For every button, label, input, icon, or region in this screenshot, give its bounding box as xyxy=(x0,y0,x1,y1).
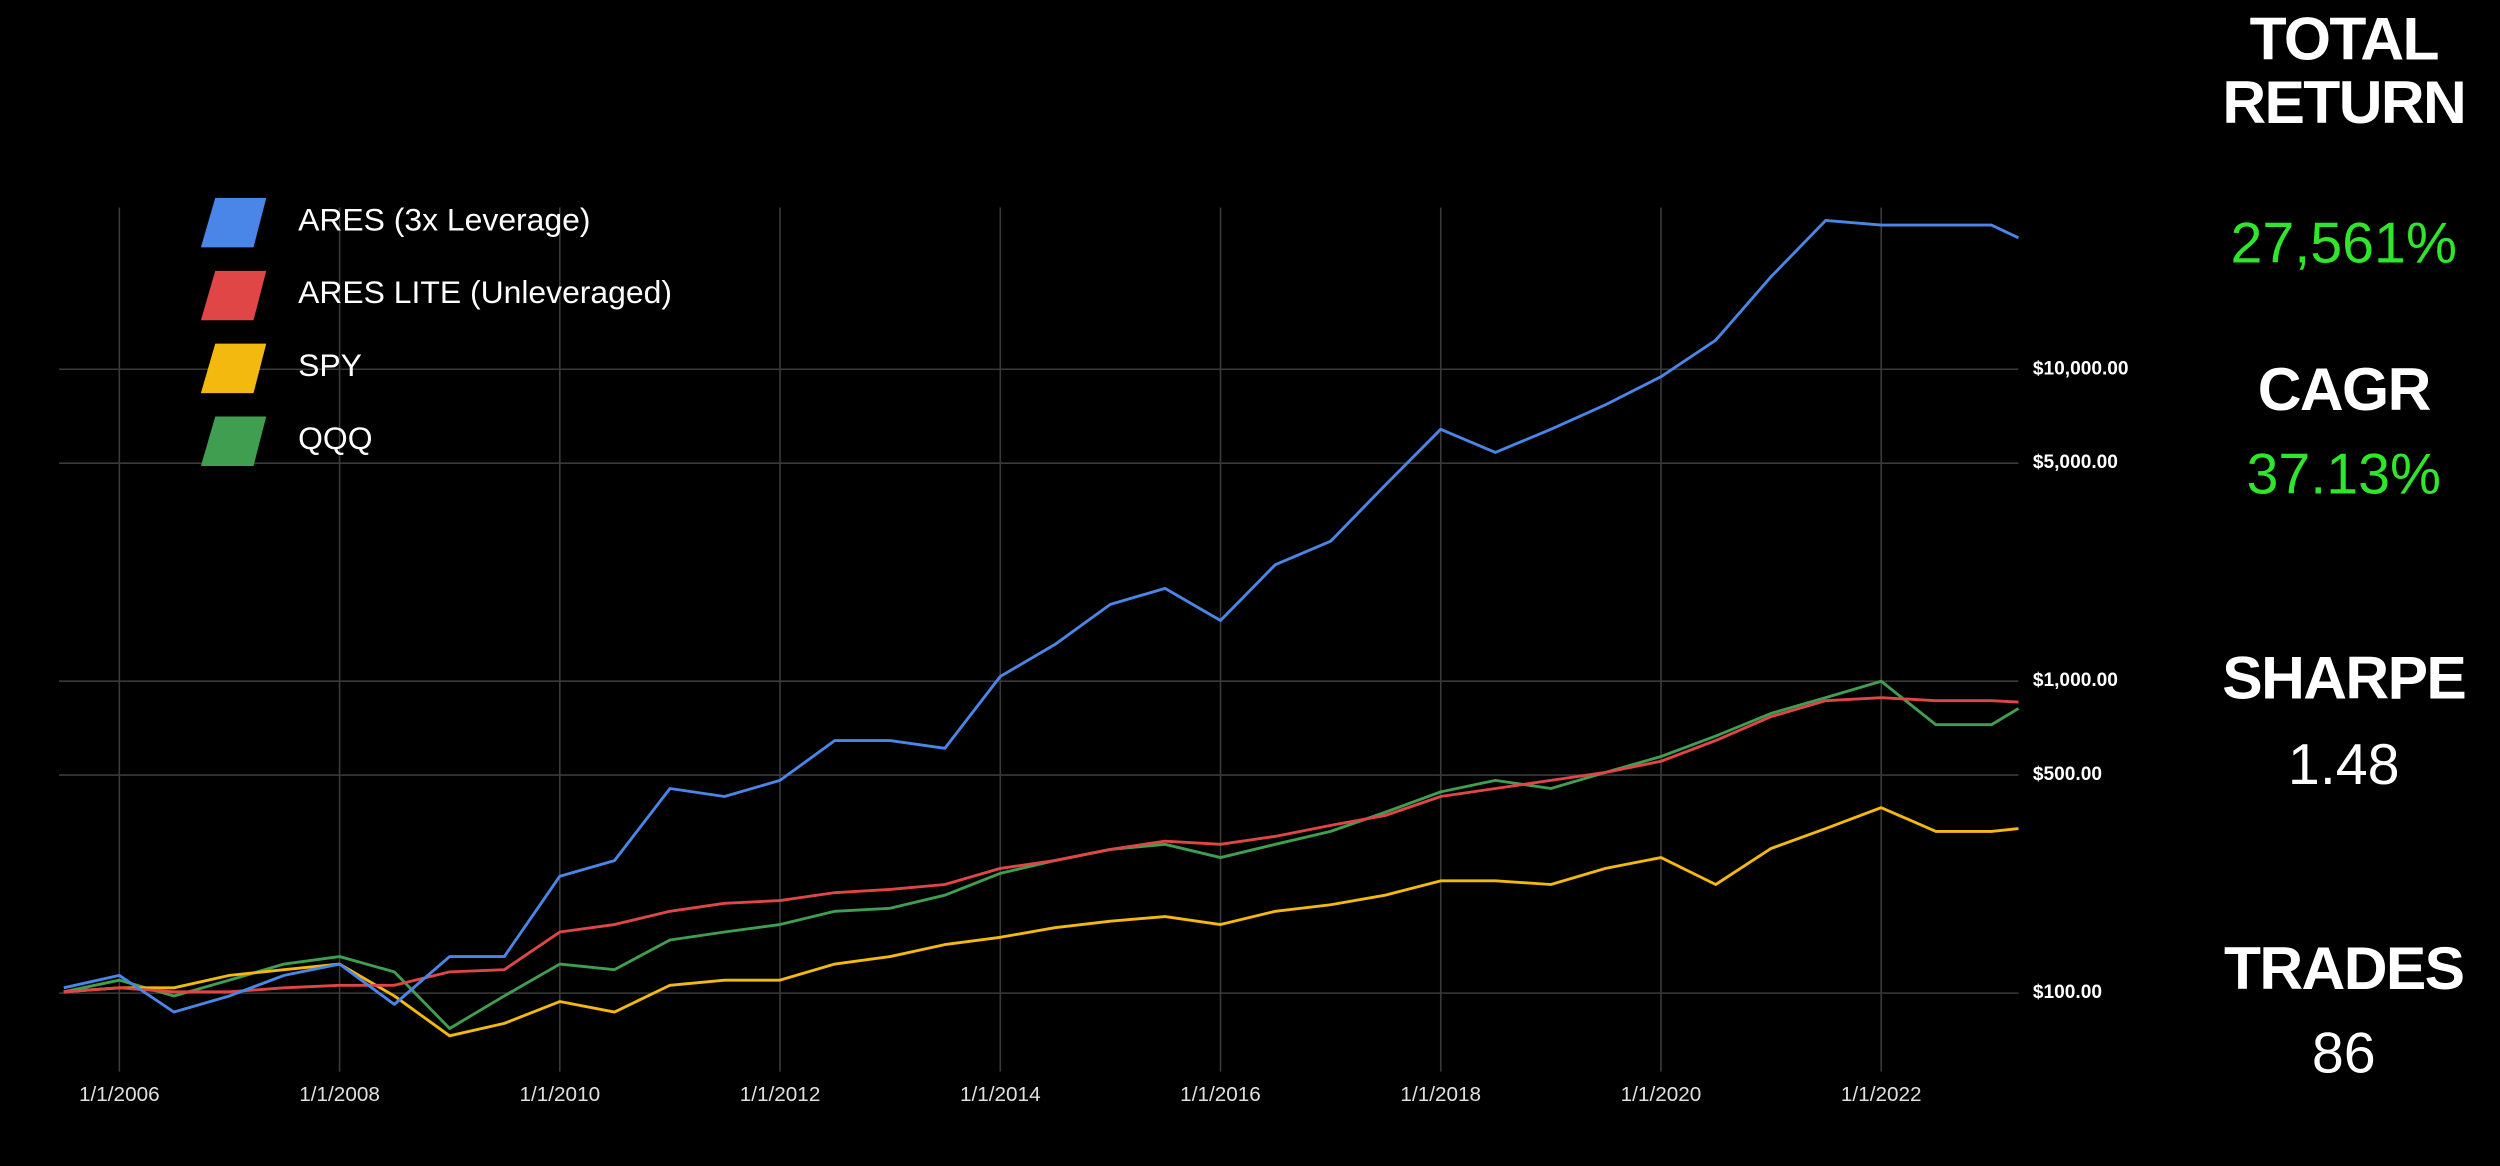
x-tick-label: 1/1/2020 xyxy=(1621,1083,1702,1106)
legend-swatch xyxy=(200,197,267,248)
x-tick-label: 1/1/2012 xyxy=(740,1083,821,1106)
stat-label: RETURN xyxy=(2222,68,2465,136)
y-tick-label: $1,000.00 xyxy=(2033,670,2118,691)
x-tick-label: 1/1/2010 xyxy=(519,1083,600,1106)
data-line xyxy=(63,696,2019,994)
stat-label: TOTAL xyxy=(2250,4,2439,72)
stat-value: 37.13% xyxy=(2246,443,2441,507)
stat-label: SHARPE xyxy=(2222,644,2465,712)
legend-swatch xyxy=(200,416,267,466)
y-tick-label: $10,000.00 xyxy=(2033,358,2129,379)
data-line xyxy=(63,806,2019,1038)
stat-value: 27,561% xyxy=(2230,212,2457,276)
legend-label: ARES (3x Leverage) xyxy=(298,201,590,237)
legend-label: QQQ xyxy=(298,420,372,456)
legend-swatch xyxy=(200,270,267,321)
y-tick-label: $100.00 xyxy=(2033,982,2102,1003)
legend-label: SPY xyxy=(298,347,362,383)
x-tick-label: 1/1/2006 xyxy=(79,1083,160,1106)
stat-value: 1.48 xyxy=(2288,733,2400,797)
x-tick-label: 1/1/2014 xyxy=(960,1083,1041,1106)
y-tick-label: $500.00 xyxy=(2033,764,2102,785)
x-tick-label: 1/1/2008 xyxy=(299,1083,380,1106)
stat-label: TRADES xyxy=(2224,934,2464,1002)
stat-label: CAGR xyxy=(2258,355,2431,423)
legend-label: ARES LITE (Unleveraged) xyxy=(298,274,672,310)
data-line xyxy=(63,219,2020,1014)
x-tick-label: 1/1/2016 xyxy=(1180,1083,1261,1106)
x-tick-label: 1/1/2018 xyxy=(1400,1083,1481,1106)
x-tick-label: 1/1/2022 xyxy=(1841,1083,1922,1106)
legend-swatch xyxy=(200,343,267,394)
stat-value: 86 xyxy=(2312,1021,2376,1085)
y-tick-label: $5,000.00 xyxy=(2033,452,2118,473)
